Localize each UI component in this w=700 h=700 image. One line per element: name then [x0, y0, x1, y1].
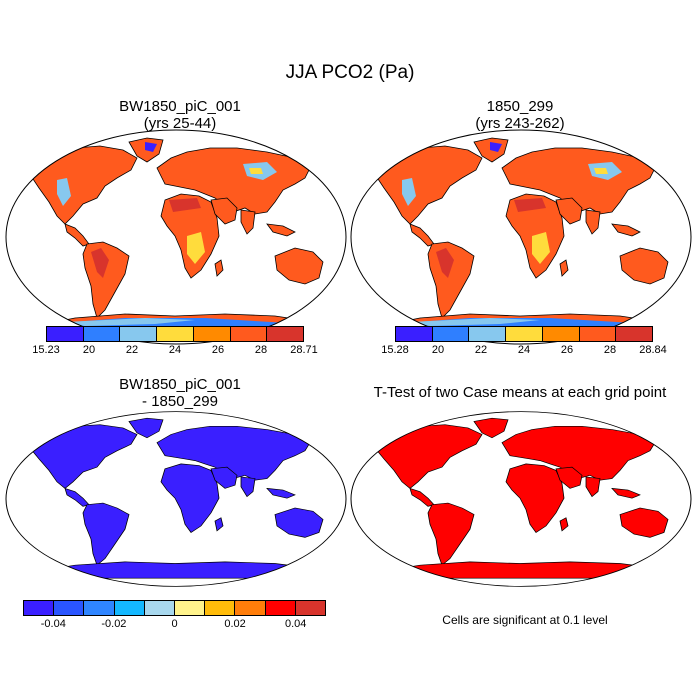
panel-title-tr-line1: 1850_299 [486, 98, 554, 115]
map-panel-tl [5, 129, 347, 345]
map-border-tl [5, 129, 347, 345]
colorbar-tick-label: 28 [254, 344, 268, 356]
colorbar-swatch [267, 327, 304, 341]
colorbar-swatch [114, 601, 145, 615]
colorbar-tick-label: -0.04 [40, 618, 66, 630]
colorbar-bl: -0.04 -0.02 0 0.02 0.04 [23, 600, 326, 636]
colorbar-swatch [542, 327, 580, 341]
colorbar-swatch [175, 601, 206, 615]
colorbar-swatch [396, 327, 433, 341]
colorbar-swatch [120, 327, 158, 341]
panel-title-tl: BW1850_piC_001 (yrs 25-44) [90, 98, 270, 132]
colorbar-tr: 15.28 20 22 24 26 28 28.84 [381, 326, 667, 362]
colorbar-swatch [230, 327, 268, 341]
region-central-asia-yellow [594, 168, 608, 174]
region-west-na [57, 178, 71, 206]
colorbar-tick-label: 15.28 [381, 344, 409, 356]
colorbar-tick-label: 15.23 [32, 344, 60, 356]
panel-title-bl-line2: - 1850_299 [142, 393, 218, 410]
map-panel-br [350, 411, 692, 587]
map-land-tr [371, 137, 669, 335]
colorbar-swatch [54, 601, 85, 615]
colorbar-swatch [157, 327, 194, 341]
colorbar-tick-label: 0.02 [224, 618, 246, 630]
region-africa-south [187, 232, 205, 264]
colorbar-swatch [144, 601, 176, 615]
region-sahara [514, 198, 546, 212]
map-panel-bl [5, 411, 347, 587]
panel-title-bl-line1: BW1850_piC_001 [119, 376, 241, 393]
region-greenland [490, 142, 502, 152]
colorbar-tick-label: 0.04 [284, 618, 307, 630]
colorbar-swatch [47, 327, 84, 341]
colorbar-swatch [616, 327, 653, 341]
map-land-tl [26, 137, 324, 335]
panel-title-bl: BW1850_piC_001 - 1850_299 [90, 376, 270, 410]
colorbar-swatch [24, 601, 55, 615]
colorbar-tick-label: 20 [431, 344, 445, 356]
colorbar-tr-bar [395, 326, 653, 342]
panel-title-tr-line2: (yrs 243-262) [475, 115, 565, 132]
colorbar-swatch [265, 601, 296, 615]
colorbar-swatch [579, 327, 617, 341]
ttest-note: Cells are significant at 0.1 level [442, 613, 608, 627]
panel-title-tl-line1: BW1850_piC_001 [119, 98, 241, 115]
colorbar-swatch [193, 327, 231, 341]
map-border-br [350, 411, 692, 587]
colorbar-swatch [506, 327, 543, 341]
colorbar-swatch [205, 601, 236, 615]
colorbar-swatch [432, 327, 470, 341]
colorbar-tick-label: 0 [171, 618, 178, 630]
map-border-tr [350, 129, 692, 345]
colorbar-tick-label: 26 [560, 344, 574, 356]
colorbar-tick-label: 20 [82, 344, 96, 356]
figure-title: JJA PCO2 (Pa) [285, 62, 415, 83]
region-antarctica-light [410, 318, 540, 326]
colorbar-tick-label: 24 [517, 344, 531, 356]
colorbar-tick-label: 28.71 [290, 344, 318, 356]
colorbar-tick-label: 22 [474, 344, 488, 356]
region-central-asia-yellow [249, 168, 263, 174]
colorbar-tick-label: 26 [211, 344, 225, 356]
region-greenland [145, 142, 157, 152]
region-west-na [402, 178, 416, 206]
colorbar-tick-label: 28.84 [639, 344, 667, 356]
colorbar-bl-bar [23, 600, 326, 616]
region-sahara [169, 198, 201, 212]
region-africa-south [532, 232, 550, 264]
colorbar-swatch [235, 601, 266, 615]
map-border-bl [5, 411, 347, 587]
region-amazon [436, 248, 454, 278]
colorbar-swatch [84, 601, 115, 615]
region-antarctica-light [65, 318, 195, 326]
colorbar-swatch [469, 327, 507, 341]
colorbar-tick-label: -0.02 [101, 618, 127, 630]
colorbar-tick-label: 28 [603, 344, 617, 356]
colorbar-tl: 15.23 20 22 24 26 28 28.71 [32, 326, 318, 362]
map-land-br [371, 417, 669, 579]
region-amazon [91, 248, 109, 278]
panel-title-br: T-Test of two Case means at each grid po… [373, 384, 667, 401]
colorbar-tick-label: 24 [168, 344, 182, 356]
panel-title-tr: 1850_299 (yrs 243-262) [430, 98, 610, 132]
colorbar-tick-label: 22 [125, 344, 139, 356]
map-land-bl [26, 417, 324, 579]
colorbar-swatch [83, 327, 121, 341]
colorbar-tl-bar [46, 326, 304, 342]
colorbar-swatch [295, 601, 326, 615]
map-panel-tr [350, 129, 692, 345]
panel-title-tl-line2: (yrs 25-44) [143, 115, 217, 132]
